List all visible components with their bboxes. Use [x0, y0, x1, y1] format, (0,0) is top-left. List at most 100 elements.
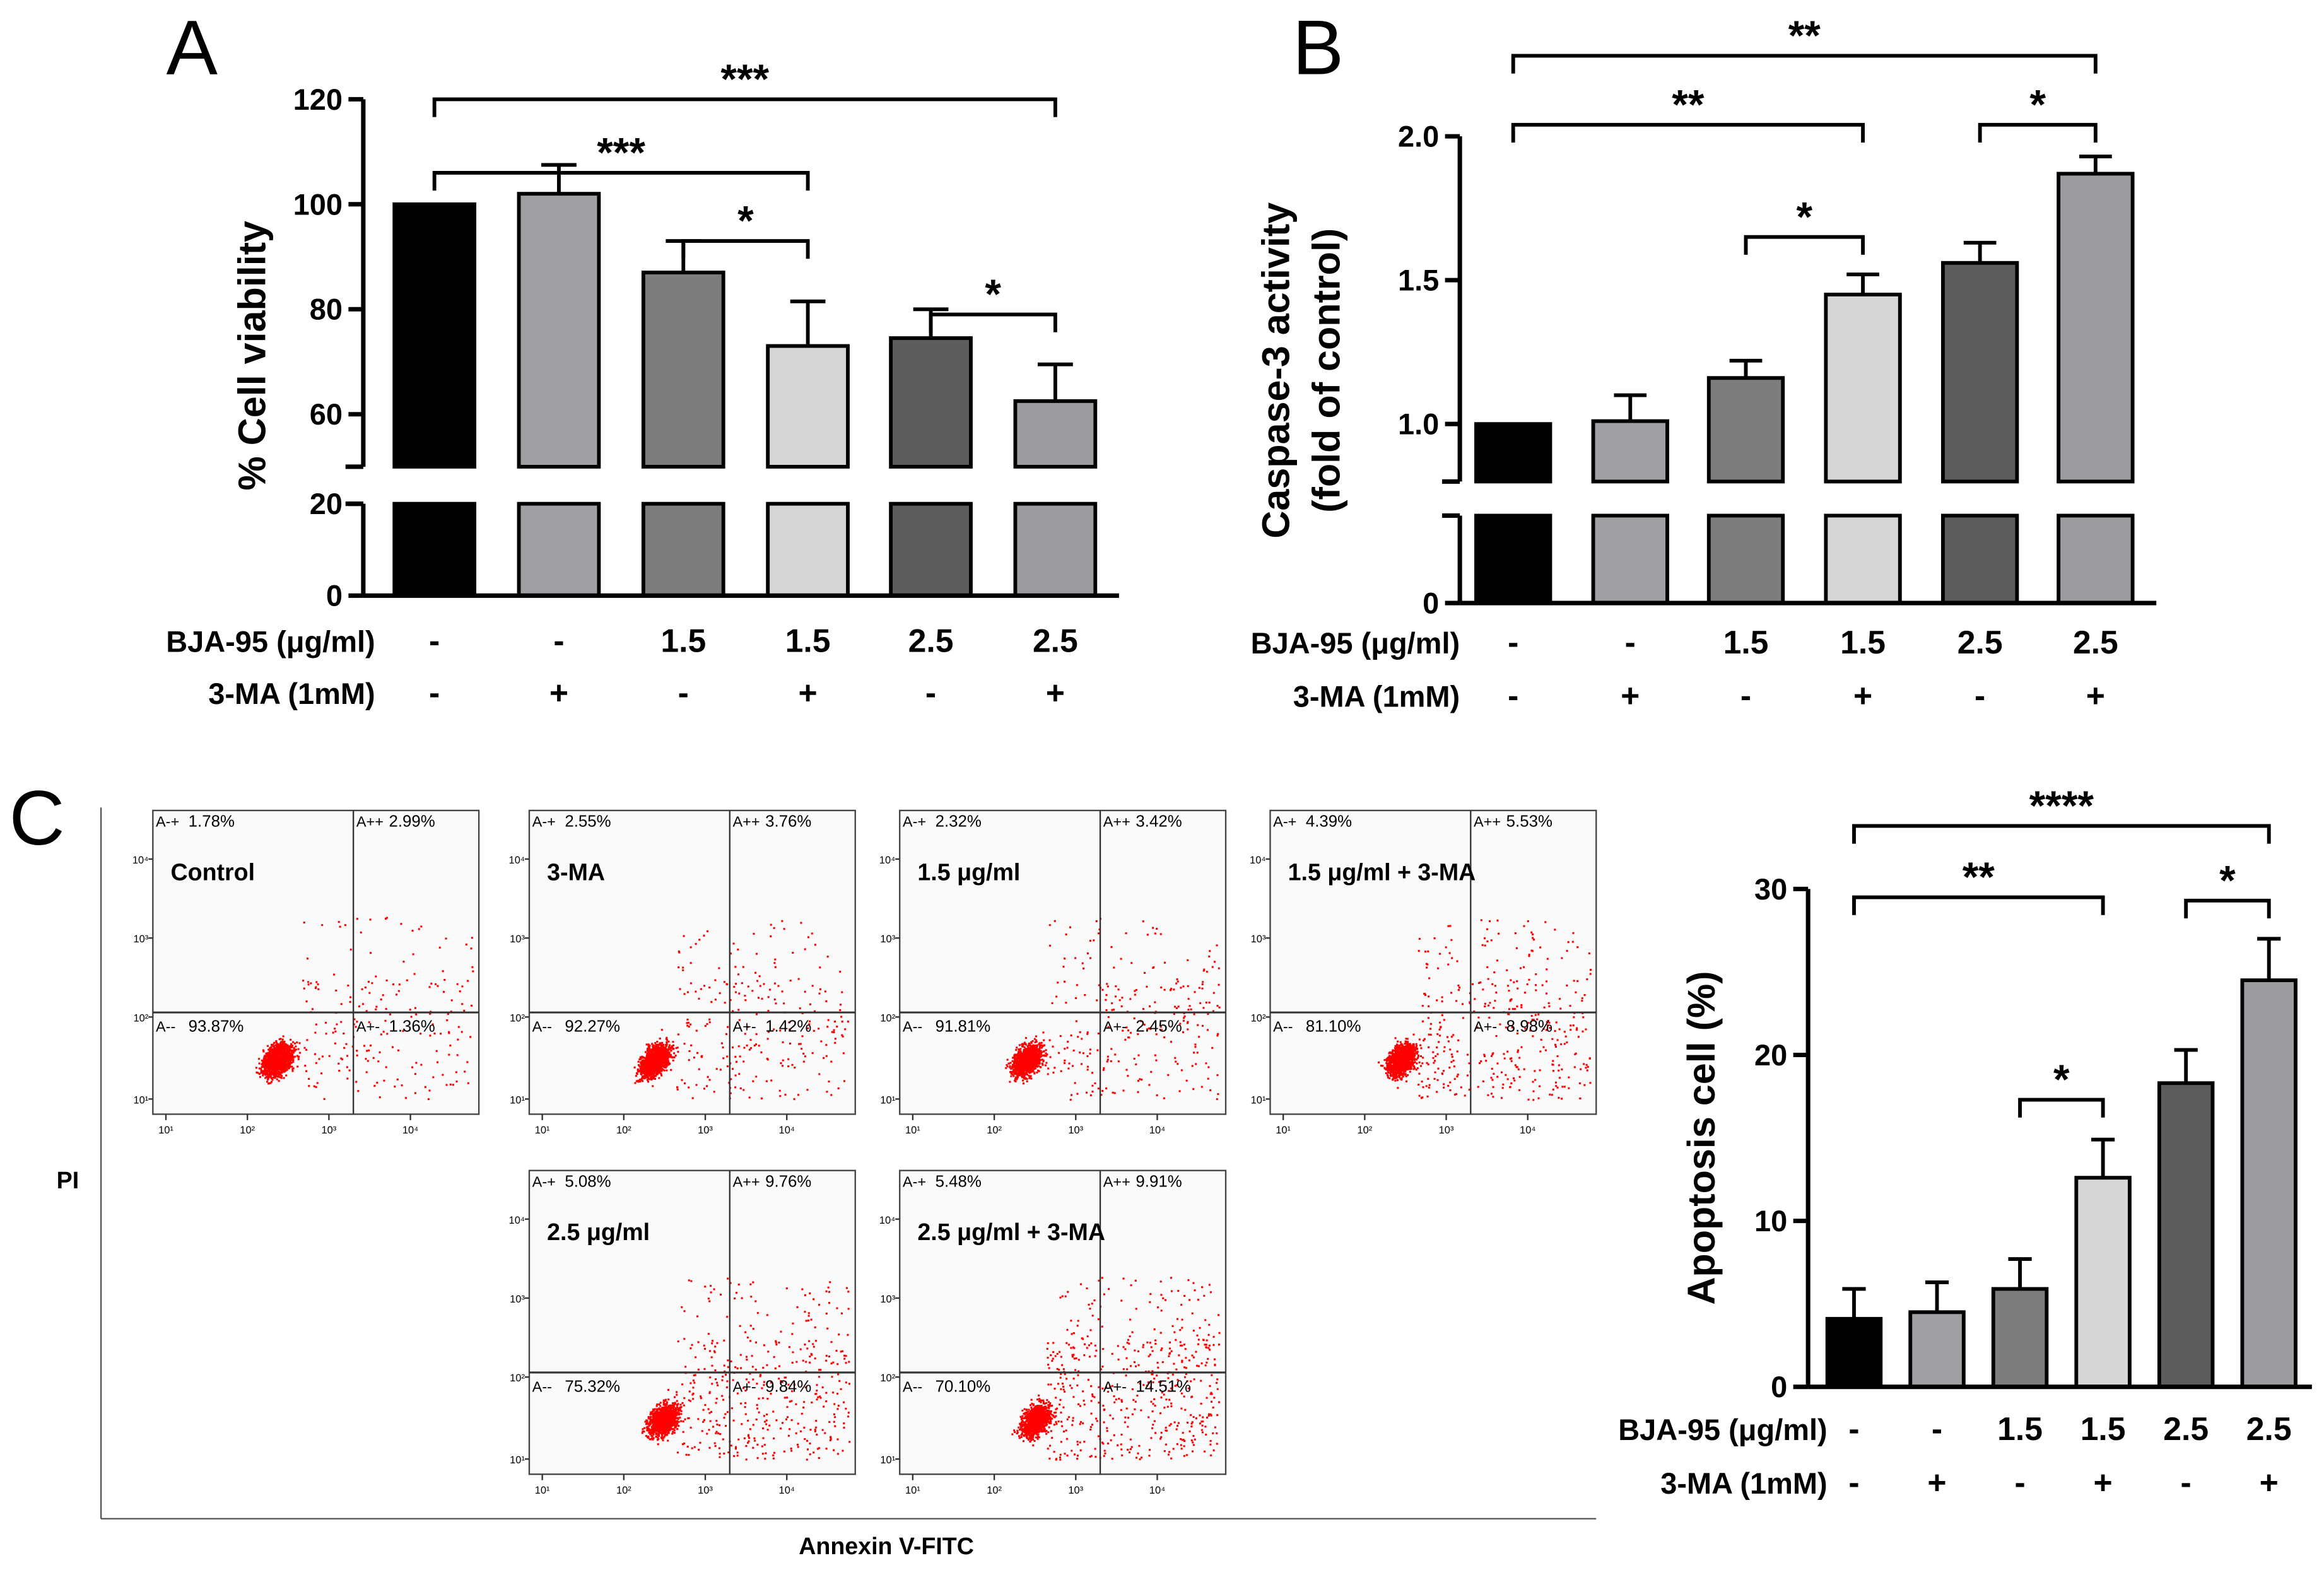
scatter-point: [1173, 988, 1175, 991]
scatter-point: [643, 1060, 646, 1062]
flow-panel-title: Control: [171, 858, 255, 885]
ytick-label: 120: [293, 83, 343, 116]
scatter-point: [804, 1055, 807, 1058]
scatter-point: [793, 1098, 795, 1101]
scatter-point: [307, 981, 310, 983]
scatter-point: [808, 1023, 811, 1026]
scatter-point: [369, 1045, 372, 1047]
scatter-point: [1175, 1060, 1177, 1063]
scatter-point: [1038, 1053, 1041, 1056]
scatter-point: [657, 1060, 659, 1063]
scatter-point: [288, 1063, 291, 1066]
scatter-point: [1141, 1079, 1143, 1081]
row-label: 3-MA (1mM): [1660, 1467, 1827, 1500]
scatter-point: [1185, 1079, 1188, 1082]
scatter-point: [677, 1033, 679, 1036]
scatter-point: [279, 1053, 281, 1055]
scatter-point: [420, 1063, 423, 1066]
scatter-point: [288, 1046, 290, 1049]
xtick-3ma: +: [1927, 1464, 1946, 1501]
ytick-label: 80: [310, 293, 343, 326]
scatter-point: [754, 971, 757, 974]
scatter-point: [288, 1065, 290, 1067]
scatter-point: [266, 1054, 268, 1057]
scatter-point: [290, 1043, 293, 1045]
scatter-point: [1217, 1093, 1219, 1096]
bar: [2157, 1081, 2215, 1389]
scatter-point: [789, 980, 792, 982]
scatter-point: [734, 966, 737, 968]
scatter-point: [369, 918, 372, 921]
scatter-point: [644, 1057, 647, 1060]
scatter-point: [1062, 966, 1065, 968]
scatter-point: [305, 1048, 308, 1051]
scatter-point: [292, 1041, 295, 1043]
ytick-label: 0: [1423, 586, 1439, 619]
scatter-point: [1031, 1058, 1034, 1060]
scatter-point: [1027, 1062, 1030, 1065]
scatter-point: [691, 1097, 694, 1099]
scatter-point: [281, 1040, 284, 1043]
scatter-point: [281, 1072, 283, 1074]
scatter-point: [825, 1044, 828, 1046]
scatter-point: [266, 1072, 269, 1074]
scatter-point: [292, 1059, 295, 1062]
scatter-point: [1212, 992, 1215, 994]
scatter-point: [655, 1075, 657, 1077]
scatter-point: [298, 1042, 301, 1045]
scatter-point: [1208, 1001, 1211, 1004]
scatter-point: [443, 991, 445, 993]
scatter-point: [818, 992, 821, 995]
ytick-label: 100: [293, 187, 343, 221]
flow-panel: A-+ 2.55% A++ 3.76%A-- 92.27% A+- 1.42%3-MA10¹…: [509, 809, 856, 1136]
scatter-point: [654, 1051, 657, 1053]
scatter-point: [1194, 991, 1196, 993]
scatter-point: [445, 937, 447, 940]
scatter-point: [1033, 1049, 1036, 1051]
scatter-point: [334, 1028, 336, 1030]
scatter-point: [834, 1041, 836, 1044]
scatter-point: [264, 1068, 267, 1070]
scatter-point: [286, 1049, 289, 1051]
bar-lower: [1824, 513, 1902, 605]
scatter-point: [1045, 1052, 1047, 1055]
scatter-point: [269, 1067, 271, 1070]
scatter-point: [1144, 971, 1146, 975]
xtick-3ma: +: [1046, 674, 1065, 711]
scatter-point: [1187, 959, 1189, 961]
bar-upper: [1940, 261, 2019, 484]
scatter-point: [1023, 1075, 1026, 1077]
scatter-point: [647, 1053, 650, 1056]
scatter-point: [1156, 927, 1158, 930]
scatter-point: [1212, 1010, 1214, 1012]
scatter-point: [274, 1074, 276, 1077]
scatter-point: [461, 1031, 463, 1033]
scatter-point: [645, 1070, 647, 1073]
scatter-point: [286, 1044, 289, 1046]
scatter-point: [435, 983, 437, 985]
row-label: BJA-95 (μg/ml): [1251, 626, 1460, 660]
scatter-point: [1064, 980, 1066, 983]
bar-upper: [889, 336, 973, 469]
scatter-point: [1006, 1058, 1009, 1061]
scatter-point: [1038, 1047, 1041, 1050]
scatter-point: [731, 1046, 734, 1049]
scatter-point: [339, 925, 341, 928]
scatter-point: [270, 1074, 273, 1076]
scatter-point: [652, 1054, 655, 1057]
scatter-point: [688, 1050, 691, 1053]
scatter-point: [637, 1060, 640, 1063]
scatter-point: [663, 1048, 666, 1050]
scatter-point: [1177, 1063, 1179, 1065]
scatter-point: [660, 1074, 663, 1077]
scatter-point: [269, 1062, 272, 1065]
scatter-point: [283, 1053, 285, 1055]
scatter-point: [1175, 982, 1178, 985]
scatter-point: [1106, 1058, 1109, 1061]
scatter-point: [276, 1064, 278, 1067]
scatter-point: [1018, 1070, 1020, 1072]
xtick-bja: -: [429, 623, 440, 659]
scatter-point: [791, 1063, 794, 1066]
scatter-point: [398, 983, 401, 986]
scatter-point: [1105, 998, 1107, 1001]
